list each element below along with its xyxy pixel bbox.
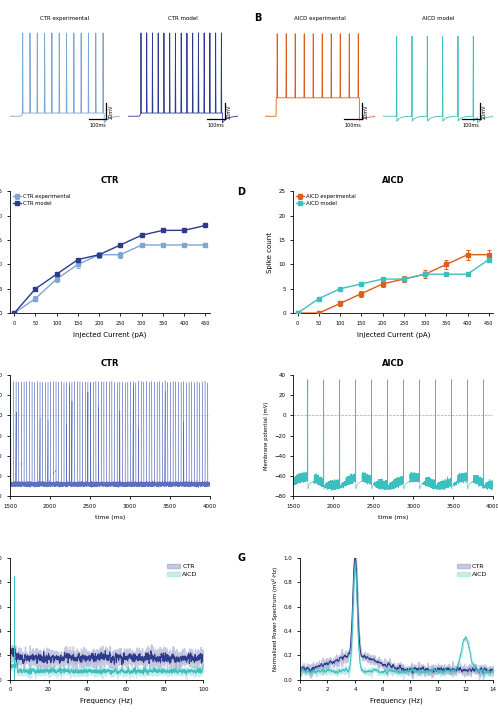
X-axis label: Injected Current (pA): Injected Current (pA) [73,331,146,338]
Text: 100ms: 100ms [89,123,106,128]
Title: AICD: AICD [382,359,404,368]
Title: AICD model: AICD model [422,16,455,21]
Text: 100ms: 100ms [208,123,224,128]
X-axis label: Frequency (Hz): Frequency (Hz) [370,698,423,704]
Text: B: B [254,13,261,23]
Text: D: D [238,187,246,197]
Text: 100ms: 100ms [345,123,361,128]
Title: CTR: CTR [101,176,119,185]
Text: 100ms: 100ms [463,123,480,128]
Text: 20mV: 20mV [482,104,487,119]
Title: CTR model: CTR model [168,16,198,21]
Title: AICD experimental: AICD experimental [294,16,346,21]
Text: 20mV: 20mV [108,104,113,119]
Text: 20mV: 20mV [364,104,369,119]
Legend: CTR, AICD: CTR, AICD [165,561,200,580]
Title: AICD: AICD [382,176,404,185]
Y-axis label: Normalized Power Spectrum (mV²·Hz): Normalized Power Spectrum (mV²·Hz) [272,567,278,671]
Y-axis label: Spike count: Spike count [267,232,273,273]
Text: G: G [238,553,246,563]
Title: CTR: CTR [101,359,119,368]
Legend: CTR experimental, CTR model: CTR experimental, CTR model [12,194,70,205]
Legend: AICD experimental, AICD model: AICD experimental, AICD model [296,194,356,205]
X-axis label: time (ms): time (ms) [378,515,408,520]
Legend: CTR, AICD: CTR, AICD [455,561,490,580]
X-axis label: Injected Current (pA): Injected Current (pA) [357,331,430,338]
X-axis label: Frequency (Hz): Frequency (Hz) [80,698,133,704]
Title: CTR experimental: CTR experimental [40,16,89,21]
X-axis label: time (ms): time (ms) [95,515,125,520]
Y-axis label: Membrane potential (mV): Membrane potential (mV) [263,401,268,470]
Text: 20mV: 20mV [227,104,232,119]
